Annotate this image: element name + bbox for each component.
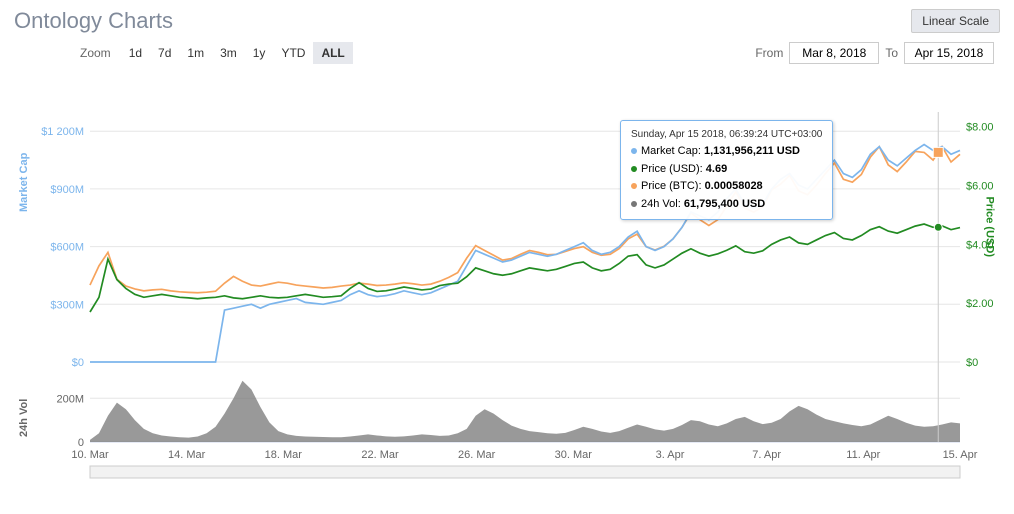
svg-text:11. Apr: 11. Apr	[846, 449, 880, 461]
volume-axis-label: 24h Vol	[18, 399, 30, 437]
svg-text:$6.00: $6.00	[966, 181, 994, 193]
chart-container: Market Cap Price (USD) 24h Vol $0$300M$6…	[10, 72, 1004, 492]
svg-text:26. Mar: 26. Mar	[458, 449, 496, 461]
zoom-btn-all[interactable]: ALL	[313, 42, 352, 64]
svg-text:3. Apr: 3. Apr	[656, 449, 685, 461]
tooltip-row: Market Cap: 1,131,956,211 USD	[631, 143, 822, 161]
scale-toggle-button[interactable]: Linear Scale	[911, 9, 1000, 33]
tooltip-row: Price (USD): 4.69	[631, 161, 822, 179]
svg-text:7. Apr: 7. Apr	[752, 449, 781, 461]
svg-text:14. Mar: 14. Mar	[168, 449, 206, 461]
svg-text:$8.00: $8.00	[966, 122, 994, 134]
svg-text:30. Mar: 30. Mar	[555, 449, 593, 461]
chart-tooltip: Sunday, Apr 15 2018, 06:39:24 UTC+03:00 …	[620, 120, 833, 220]
tooltip-row: Price (BTC): 0.00058028	[631, 178, 822, 196]
to-label: To	[885, 46, 898, 60]
from-date-input[interactable]	[789, 42, 879, 64]
svg-text:18. Mar: 18. Mar	[265, 449, 303, 461]
tooltip-row: 24h Vol: 61,795,400 USD	[631, 196, 822, 214]
svg-text:$900M: $900M	[50, 184, 84, 196]
date-range-group: From To	[755, 42, 994, 64]
price-chart[interactable]: $0$300M$600M$900M$1 200M$0$2.00$4.00$6.0…	[10, 72, 1004, 492]
svg-text:$0: $0	[966, 357, 978, 369]
svg-text:$300M: $300M	[50, 299, 84, 311]
zoom-btn-1m[interactable]: 1m	[179, 42, 212, 64]
right-axis-label: Price (USD)	[984, 196, 996, 257]
tooltip-date: Sunday, Apr 15 2018, 06:39:24 UTC+03:00	[631, 127, 822, 143]
from-label: From	[755, 46, 783, 60]
zoom-btn-1y[interactable]: 1y	[245, 42, 274, 64]
svg-text:0: 0	[78, 437, 84, 449]
zoom-btn-3m[interactable]: 3m	[212, 42, 245, 64]
zoom-btn-1d[interactable]: 1d	[121, 42, 150, 64]
svg-text:$2.00: $2.00	[966, 298, 994, 310]
zoom-label: Zoom	[80, 46, 111, 60]
left-axis-label: Market Cap	[18, 153, 30, 212]
svg-text:$0: $0	[72, 357, 84, 369]
page-title: Ontology Charts	[14, 8, 173, 34]
zoom-group: Zoom 1d7d1m3m1yYTDALL	[80, 42, 353, 64]
zoom-btn-7d[interactable]: 7d	[150, 42, 179, 64]
zoom-btn-ytd[interactable]: YTD	[273, 42, 313, 64]
svg-text:200M: 200M	[56, 393, 84, 405]
svg-text:$1 200M: $1 200M	[41, 126, 84, 138]
to-date-input[interactable]	[904, 42, 994, 64]
svg-text:$600M: $600M	[50, 242, 84, 254]
svg-text:15. Apr: 15. Apr	[943, 449, 978, 461]
svg-text:10. Mar: 10. Mar	[71, 449, 109, 461]
svg-text:22. Mar: 22. Mar	[361, 449, 399, 461]
